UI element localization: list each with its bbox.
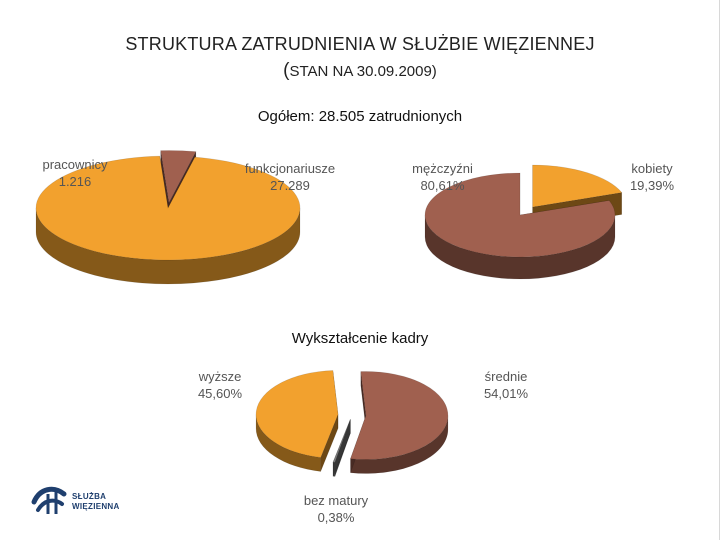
label-bez-matury-name: bez matury [303, 493, 369, 508]
logo-line1: SŁUŻBA [72, 492, 107, 501]
slice-wyzsze-top [255, 370, 339, 458]
slide-subtitle: (STAN NA 30.09.2009) [0, 60, 720, 82]
subtitle-text: STAN NA 30.09.2009) [289, 63, 437, 80]
label-wyzsze-value: 45,60% [197, 386, 243, 401]
slice-wyzsze-rim [255, 414, 321, 472]
logo-line2: WIĘZIENNA [72, 502, 120, 511]
slice-mezczyzni-top [424, 172, 616, 258]
label-pracownicy-name: pracownicy [42, 157, 108, 172]
label-wyzsze: wyższe 45,60% [180, 368, 260, 402]
slice-bez-matury-top [332, 419, 351, 463]
label-kobiety-name: kobiety [631, 161, 673, 176]
label-pracownicy-value: 1.216 [58, 174, 92, 189]
label-wyzsze-name: wyższe [198, 369, 242, 384]
slice-pracownicy-top [160, 150, 197, 204]
label-funkcjonariusze: funkcjonariusze 27.289 [230, 160, 350, 194]
sw-logo-icon [31, 486, 67, 514]
slide-title: STRUKTURA ZATRUDNIENIA W SŁUŻBIE WIĘZIEN… [125, 34, 595, 54]
label-kobiety-value: 19,39% [629, 178, 675, 193]
label-mezczyzni-name: mężczyźni [412, 161, 473, 176]
slice-wyzsze-wall-0 [320, 414, 339, 472]
label-mezczyzni-value: 80,61% [420, 178, 465, 193]
slice-funkcjonariusze-top [35, 155, 301, 261]
label-funkcjonariusze-value: 27.289 [270, 178, 310, 193]
label-kobiety: kobiety 19,39% [612, 160, 692, 194]
subtitle-paren: ( [283, 60, 290, 81]
label-srednie: średnie 54,01% [466, 368, 546, 402]
label-bez-matury: bez matury 0,38% [290, 492, 382, 526]
label-bez-matury-value: 0,38% [317, 510, 355, 525]
label-pracownicy: pracownicy 1.216 [30, 156, 120, 190]
label-srednie-value: 54,01% [483, 386, 529, 401]
label-srednie-name: średnie [484, 369, 528, 384]
label-funkcjonariusze-name: funkcjonariusze [244, 161, 336, 176]
total-employees: Ogółem: 28.505 zatrudnionych [257, 108, 463, 125]
education-chart-title: Wykształcenie kadry [291, 330, 429, 347]
label-mezczyzni: mężczyźni 80,61% [395, 160, 490, 194]
slice-kobiety-top [532, 164, 623, 208]
slice-srednie-top [350, 371, 449, 460]
logo-text: SŁUŻBA WIĘZIENNA [72, 492, 120, 512]
